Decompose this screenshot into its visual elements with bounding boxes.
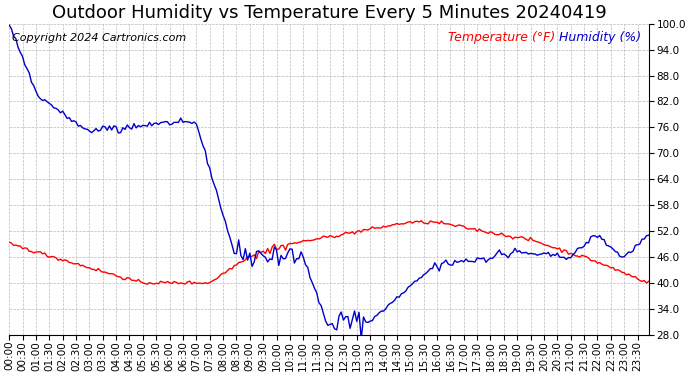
Title: Outdoor Humidity vs Temperature Every 5 Minutes 20240419: Outdoor Humidity vs Temperature Every 5 … [52, 4, 607, 22]
Text: Copyright 2024 Cartronics.com: Copyright 2024 Cartronics.com [12, 33, 186, 43]
Legend: Temperature (°F), Humidity (%): Temperature (°F), Humidity (%) [443, 26, 647, 49]
